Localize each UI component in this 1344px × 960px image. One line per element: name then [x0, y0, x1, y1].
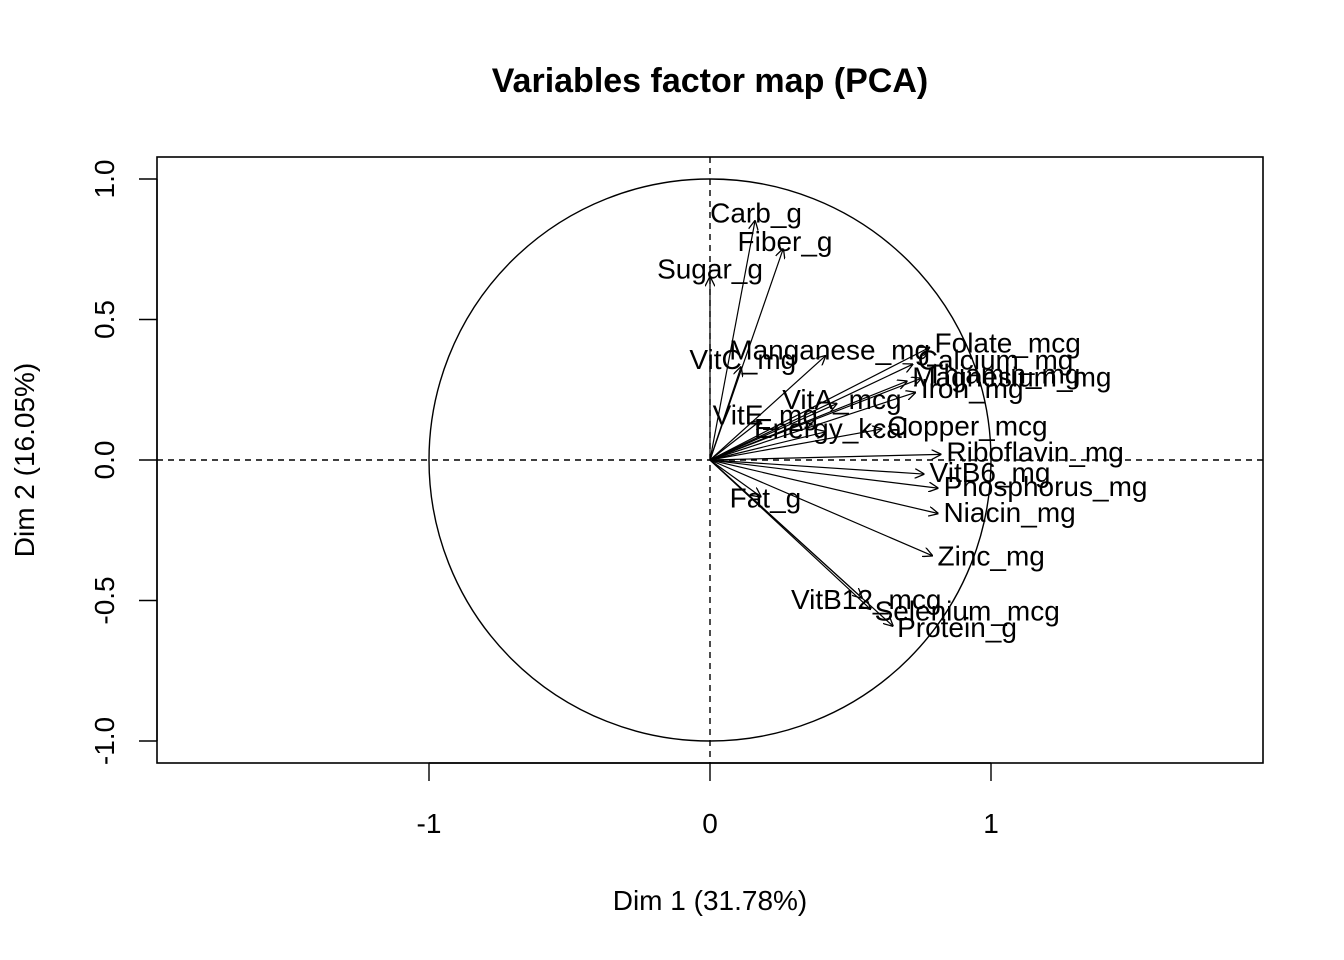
arrow-vite-mg	[709, 421, 761, 461]
y-tick-label: 0.0	[89, 441, 120, 480]
arrow-niacin-mg	[709, 459, 938, 513]
x-tick-label: -1	[417, 808, 442, 839]
arrow-phosphorus-mg	[709, 459, 938, 488]
y-tick-label: -0.5	[89, 576, 120, 624]
label-phosphorus-mg: Phosphorus_mg	[944, 471, 1148, 502]
arrow-folate-mcg	[709, 348, 929, 461]
arrow-copper-mcg	[709, 429, 881, 461]
x-tick-label: 1	[983, 808, 999, 839]
y-tick-label: -1.0	[89, 717, 120, 765]
label-folate-mcg: Folate_mcg	[935, 327, 1081, 358]
chart-title: Variables factor map (PCA)	[492, 62, 928, 100]
label-vitc-mg: VitC_mg	[689, 344, 796, 375]
arrow-calcium-mg	[709, 364, 912, 461]
arrow-riboflavin-mg	[709, 454, 940, 461]
label-magnesium-mg: Magnesium_mg	[912, 361, 1111, 392]
label-carb-g: Carb_g	[710, 198, 802, 229]
y-tick-label: 1.0	[89, 160, 120, 199]
correlation-circle	[428, 178, 992, 742]
arrow-iron-mg	[709, 393, 915, 461]
arrow-vitb6-mg	[709, 459, 924, 474]
label-energy-kcal: Energy_kcal	[754, 413, 908, 444]
label-fiber-g: Fiber_g	[738, 226, 833, 257]
label-riboflavin-mg: Riboflavin_mg	[946, 437, 1123, 468]
y-axis-label: Dim 2 (16.05%)	[9, 363, 40, 558]
label-selenium-mcg: Selenium_mcg	[875, 595, 1060, 626]
arrow-manganese-mg	[709, 356, 825, 461]
label-vite-mg: VitE_mg	[713, 399, 818, 430]
arrow-thiamin-mg	[709, 379, 921, 461]
label-thiamin-mg: Thiamin_mg	[926, 359, 1080, 390]
arrow-protein-g	[709, 459, 893, 626]
arrow-vita-mcg	[709, 404, 836, 461]
arrow-energy-kcal	[709, 432, 825, 461]
label-vitb6-mg: VitB6_mg	[930, 457, 1051, 488]
label-fat-g: Fat_g	[730, 482, 802, 513]
x-tick-label: 0	[702, 808, 718, 839]
label-manganese-mg: Manganese_mg	[729, 334, 930, 365]
label-copper-mcg: Copper_mcg	[887, 410, 1047, 441]
label-vita-mcg: VitA_mcg	[782, 384, 901, 415]
x-axis-label: Dim 1 (31.78%)	[613, 885, 808, 916]
arrow-zinc-mg	[709, 459, 932, 556]
label-calcium-mg: Calcium_mg	[918, 344, 1074, 375]
y-tick-label: 0.5	[89, 300, 120, 339]
arrow-fat-g	[709, 459, 761, 497]
label-zinc-mg: Zinc_mg	[938, 540, 1045, 571]
label-sugar-g: Sugar_g	[657, 254, 763, 285]
label-iron-mg: Iron_mg	[921, 373, 1024, 404]
plot-area: -1 0 1 -1.0 -0.5 0.0 0.5 1.0 Carb_gFiber_gSugar_…	[89, 156, 1264, 839]
arrow-vitc-mg	[709, 367, 741, 461]
arrow-carb-g	[709, 221, 755, 461]
label-protein-g: Protein_g	[897, 612, 1017, 643]
label-niacin-mg: Niacin_mg	[943, 497, 1075, 528]
